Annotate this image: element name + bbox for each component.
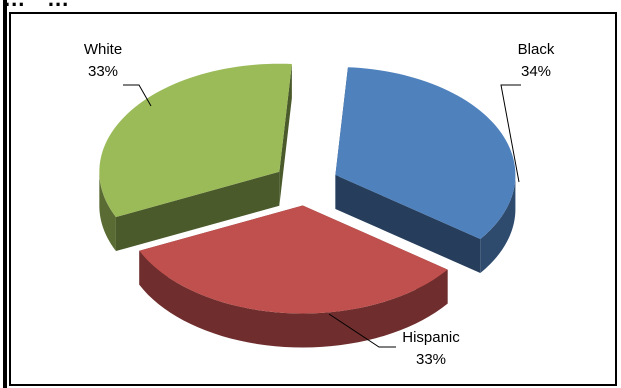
slice-black-top	[335, 67, 516, 240]
label-percent-black: 34%	[521, 63, 551, 80]
slice-black	[335, 67, 516, 274]
cropped-heading-text: ... · ...	[4, 0, 69, 12]
slice-hispanic-side	[139, 250, 448, 348]
slice-white-wall-0	[115, 171, 280, 252]
slice-white-wall-1	[279, 63, 292, 206]
label-percent-white: 33%	[88, 63, 118, 80]
slice-white-side	[99, 171, 116, 252]
left-border-rule	[3, 0, 7, 388]
slice-hispanic	[139, 205, 448, 348]
leader-line-hispanic	[328, 313, 396, 348]
label-name-hispanic: Hispanic	[402, 329, 460, 346]
slice-black-side	[480, 174, 516, 274]
label-name-black: Black	[518, 41, 555, 58]
leader-line-black	[500, 84, 521, 183]
slices-layer	[99, 63, 516, 348]
slice-black-wall-1	[335, 174, 481, 274]
leader-line-white	[123, 84, 152, 107]
slice-white	[99, 63, 292, 252]
labels-layer: Black 34% Hispanic 33% White 33%	[84, 41, 555, 368]
slice-hispanic-top	[139, 205, 448, 314]
label-name-white: White	[84, 41, 122, 58]
chart-frame: Black 34% Hispanic 33% White 33%	[9, 12, 617, 386]
leader-lines-layer	[123, 84, 521, 348]
pie-chart: Black 34% Hispanic 33% White 33%	[84, 41, 555, 368]
cropped-heading-strip: ... · ...	[0, 0, 621, 14]
label-percent-hispanic: 33%	[416, 351, 446, 368]
slice-white-top	[99, 63, 292, 218]
